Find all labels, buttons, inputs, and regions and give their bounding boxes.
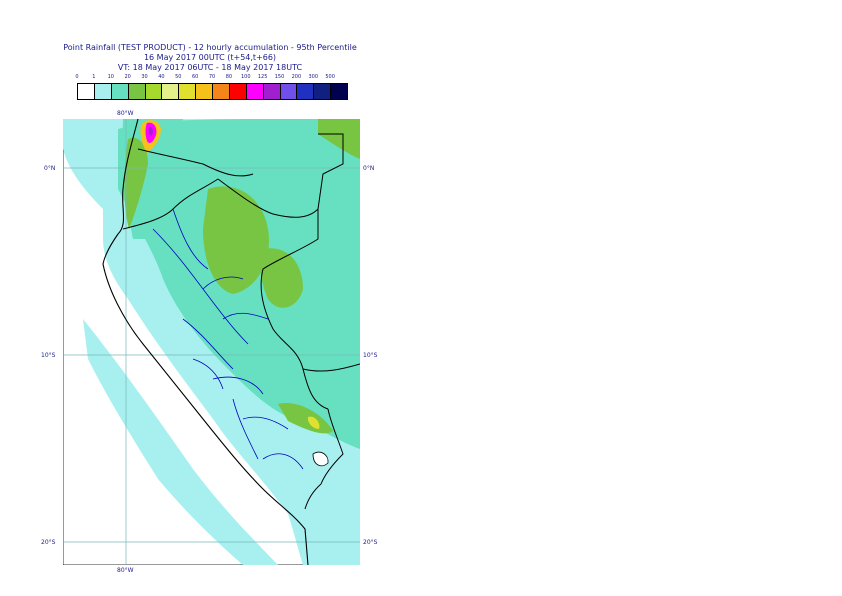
legend-tick-label: 125 — [257, 74, 268, 80]
legend-tick-label: 200 — [291, 74, 302, 80]
legend-tick-label: 150 — [274, 74, 285, 80]
legend-color-swatch — [144, 83, 163, 100]
lat-label-0-left: 0°N — [44, 165, 56, 172]
valid-time-label: VT: 18 May 2017 06UTC - 18 May 2017 18UT… — [117, 63, 303, 72]
legend-color-swatch — [330, 83, 348, 100]
legend-color-swatch — [110, 83, 129, 100]
run-time-label: 16 May 2017 00UTC (t+54,t+66) — [143, 53, 277, 62]
lon-label-top: 80°W — [117, 110, 134, 117]
legend-tick-label: 50 — [175, 74, 182, 80]
legend-tick-label: 20 — [124, 74, 131, 80]
legend-tick-label: 500 — [325, 74, 335, 80]
lat-label-20s-left: 20°S — [41, 539, 56, 546]
border-peru-bolivia — [304, 408, 344, 510]
legend-color-swatch — [93, 83, 112, 100]
very-heavy-rain-spot — [307, 416, 320, 429]
border-peru-colombia — [217, 178, 319, 218]
heavy-rain-patch-central — [203, 186, 269, 294]
legend-color-swatch — [178, 83, 197, 100]
lake-titicaca — [312, 451, 329, 467]
lat-label-20s-right: 20°S — [363, 539, 378, 546]
heavy-rain-patch-east — [260, 248, 303, 308]
border-bolivia-brazil — [302, 363, 360, 372]
legend-tick-label: 1 — [92, 74, 96, 80]
legend-tick-label: 100 — [240, 74, 251, 80]
rainfall-color-legend: 0 1 10 20 30 40 50 60 70 80 100 125 150 200 300 500 — [75, 74, 348, 102]
legend-color-swatch — [279, 83, 298, 100]
legend-color-swatch — [262, 83, 281, 100]
legend-color-swatch — [195, 83, 213, 100]
rainfall-map — [63, 119, 360, 565]
lat-label-0-right: 0°N — [363, 165, 375, 172]
legend-tick-label: 300 — [308, 74, 319, 80]
legend-tick-label: 30 — [141, 74, 148, 80]
legend-tick-label: 0 — [75, 74, 79, 80]
coastline — [102, 119, 309, 565]
legend-color-swatch — [228, 83, 247, 100]
lat-label-10s-right: 10°S — [363, 352, 378, 359]
border-colombia-ecuador — [137, 148, 254, 177]
region-borders — [152, 208, 304, 470]
lon-label-bottom: 80°W — [117, 567, 134, 574]
legend-color-swatch — [212, 83, 230, 100]
legend-tick-label: 70 — [208, 74, 216, 80]
heavy-rain-patch-northeast — [318, 119, 360, 159]
lat-label-10s-left: 10°S — [41, 352, 56, 359]
legend-color-swatch — [77, 83, 95, 100]
legend-color-swatch — [161, 83, 180, 100]
border-peru-brazil — [260, 209, 329, 410]
heavy-rain-patch-northwest — [124, 137, 148, 229]
legend-tick-label: 10 — [107, 74, 114, 80]
legend-color-swatch — [296, 83, 315, 100]
legend-tick-label: 60 — [191, 74, 199, 80]
map-title: Point Rainfall (TEST PRODUCT) - 12 hourl… — [63, 43, 357, 52]
legend-color-swatch — [313, 83, 332, 100]
legend-tick-label: 80 — [225, 74, 233, 80]
border-brazil-colombia — [317, 133, 344, 210]
legend-tick-label: 40 — [158, 74, 165, 80]
legend-color-swatch — [127, 83, 146, 100]
legend-color-swatch — [245, 83, 264, 100]
intense-rain-center — [148, 126, 153, 136]
